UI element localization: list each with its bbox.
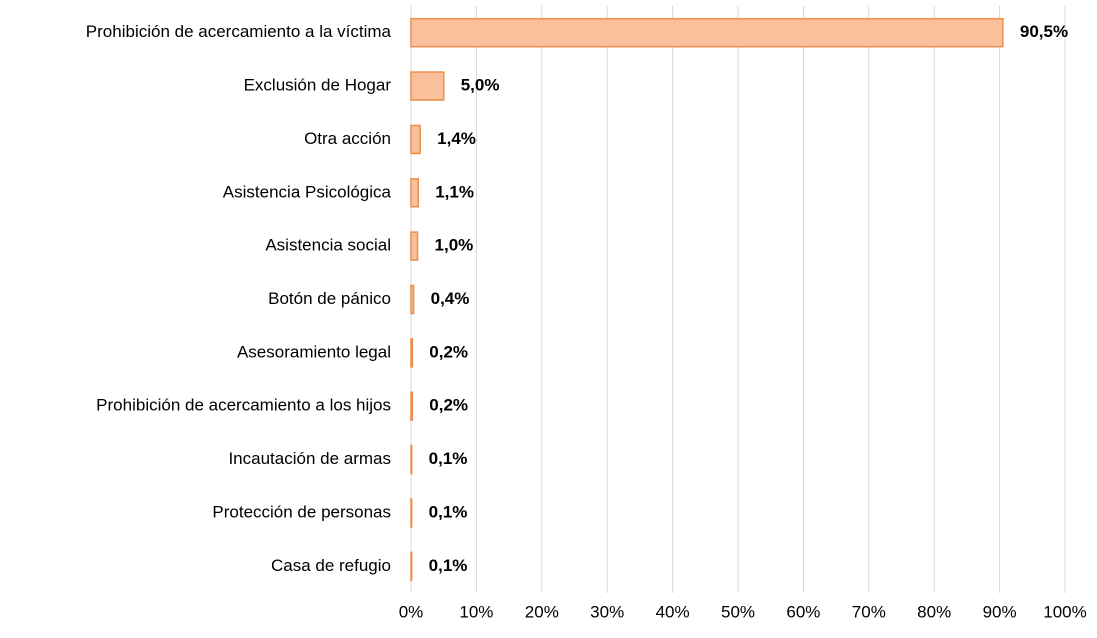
x-tick-label: 70% [852,602,886,621]
bar [410,444,413,475]
value-label: 0,1% [429,502,468,521]
y-tick-label: Incautación de armas [228,449,391,468]
bar [410,391,414,421]
x-tick-label: 50% [721,602,755,621]
y-tick-label: Casa de refugio [271,556,391,575]
bar [410,551,413,582]
value-label: 0,1% [429,449,468,468]
value-label: 1,0% [435,236,474,255]
value-label: 0,4% [431,289,470,308]
bar [410,178,419,208]
x-tick-label: 30% [590,602,624,621]
bar [410,17,1004,48]
y-tick-label: Botón de pánico [268,289,391,308]
x-tick-label: 40% [656,602,690,621]
bar [410,498,413,528]
x-tick-label: 10% [459,602,493,621]
value-label: 0,2% [429,396,468,415]
value-label: 0,2% [429,342,468,361]
x-tick-label: 100% [1043,602,1086,621]
value-label: 1,4% [437,129,476,148]
y-tick-label: Prohibición de acercamiento a los hijos [96,396,391,415]
y-tick-label: Protección de personas [212,502,391,521]
value-label: 0,1% [429,556,468,575]
y-tick-label: Prohibición de acercamiento a la víctima [86,22,392,41]
value-label: 5,0% [461,76,500,95]
value-label: 1,1% [435,182,474,201]
bar [410,338,414,368]
x-tick-label: 20% [525,602,559,621]
y-tick-label: Exclusión de Hogar [244,76,392,95]
x-tick-label: 90% [983,602,1017,621]
y-tick-label: Asistencia social [265,236,391,255]
y-tick-label: Otra acción [304,129,391,148]
y-tick-label: Asesoramiento legal [237,342,391,361]
bar [410,284,415,315]
x-tick-label: 60% [786,602,820,621]
bar [410,124,421,155]
value-label: 90,5% [1020,22,1068,41]
x-tick-label: 80% [917,602,951,621]
bar [410,71,445,101]
y-tick-label: Asistencia Psicológica [223,182,392,201]
bar [410,231,419,261]
x-tick-label: 0% [399,602,424,621]
